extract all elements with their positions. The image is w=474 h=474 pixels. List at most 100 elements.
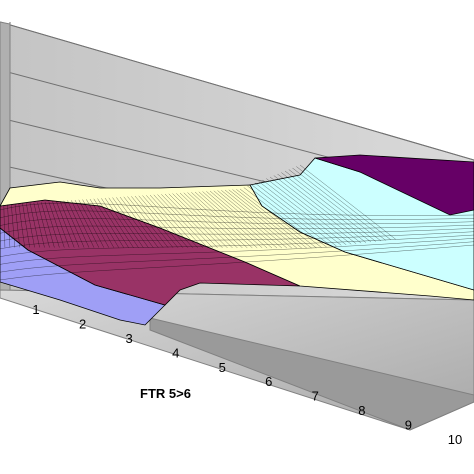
mesh-line	[217, 190, 288, 249]
floor-front-edge	[149, 317, 474, 431]
mesh-line	[101, 198, 134, 248]
mesh-contour	[0, 228, 474, 242]
mesh-line	[228, 189, 302, 249]
mesh-line	[108, 197, 144, 248]
mesh-line	[71, 200, 95, 248]
mesh-line	[172, 193, 228, 249]
mesh-line	[74, 199, 100, 248]
mesh-line	[112, 197, 149, 248]
mesh-line	[37, 202, 50, 248]
mesh-line	[41, 202, 55, 248]
mesh-line	[206, 191, 273, 249]
x-tick-label: 8	[358, 403, 365, 418]
mesh-line	[299, 164, 396, 240]
mesh-contour	[0, 218, 474, 226]
x-tick-label: 3	[125, 331, 132, 346]
x-tick-label: 9	[405, 418, 412, 433]
x-tick-label: 5	[219, 360, 226, 375]
mesh-line	[116, 197, 154, 248]
mesh-line	[254, 182, 337, 247]
mesh-line	[97, 198, 129, 248]
surface-band-5	[314, 154, 474, 216]
mesh-line	[251, 184, 332, 247]
mesh-contour	[0, 224, 474, 234]
x-tick-label: 2	[79, 316, 86, 331]
mesh-line	[288, 169, 382, 242]
mesh-line	[224, 189, 297, 249]
mesh-contour	[0, 202, 474, 216]
x-tick-label: 1	[32, 302, 39, 317]
mesh-line	[127, 196, 169, 248]
mesh-contour	[0, 241, 474, 273]
mesh-line	[153, 194, 203, 248]
x-axis-title: FTR 5>6	[140, 386, 191, 401]
mesh-line	[236, 189, 312, 249]
mesh-line	[14, 203, 21, 248]
mesh-line	[142, 195, 189, 248]
mesh-line	[131, 196, 174, 248]
mesh-line	[86, 199, 114, 248]
x-tick-label: 6	[265, 374, 272, 389]
mesh-line	[29, 202, 40, 248]
mesh-line	[168, 193, 223, 249]
mesh-line	[273, 175, 362, 244]
mesh-line	[56, 201, 75, 248]
mesh-contour	[0, 210, 474, 220]
mesh-line	[296, 166, 391, 240]
mesh-contour	[0, 238, 474, 265]
mesh-contour	[0, 231, 474, 250]
mesh-line	[7, 204, 11, 248]
x-tick-label: 7	[312, 389, 319, 404]
mesh-line	[26, 203, 35, 248]
mesh-line	[243, 187, 322, 248]
mesh-line	[134, 195, 179, 248]
mesh-line	[258, 181, 342, 246]
mesh-line	[247, 185, 327, 248]
mesh-line	[93, 198, 124, 248]
mesh-line	[89, 198, 119, 248]
mesh-line	[138, 195, 184, 248]
mesh-line	[104, 197, 139, 248]
mesh-line	[187, 192, 248, 249]
mesh-line	[149, 194, 198, 248]
mesh-line	[119, 196, 159, 248]
mesh-line	[277, 173, 367, 243]
mesh-line	[179, 192, 238, 249]
mesh-line	[198, 191, 263, 249]
mesh-line	[183, 192, 243, 249]
mesh-line	[44, 201, 60, 248]
surface-mesh	[0, 164, 474, 281]
mesh-line	[191, 192, 253, 249]
mesh-line	[292, 167, 386, 241]
mesh-line	[213, 190, 283, 249]
mesh-line	[82, 199, 109, 248]
mesh-line	[209, 190, 278, 249]
mesh-line	[194, 191, 258, 249]
mesh-line	[11, 204, 16, 248]
mesh-line	[52, 201, 70, 248]
x-tick-label: 4	[172, 345, 179, 360]
mesh-line	[48, 201, 65, 248]
mesh-line	[22, 203, 30, 248]
mesh-line	[161, 194, 213, 248]
mesh-line	[269, 176, 357, 244]
mesh-line	[176, 193, 233, 249]
mesh-line	[221, 190, 292, 249]
mesh-line	[281, 172, 372, 243]
mesh-line	[67, 200, 90, 248]
mesh-line	[164, 193, 218, 248]
x-axis-ticks: 1 2 3 4 5 6 7 8 9 10	[32, 302, 462, 447]
x-tick-label: 10	[448, 432, 462, 447]
mesh-line	[146, 195, 194, 248]
mesh-line	[232, 189, 307, 249]
mesh-line	[202, 191, 268, 249]
mesh-contour	[0, 234, 474, 257]
mesh-line	[63, 200, 85, 248]
mesh-line	[284, 170, 377, 242]
mesh-line	[18, 203, 25, 248]
mesh-line	[262, 179, 347, 245]
mesh-line	[33, 202, 45, 248]
mesh-line	[78, 199, 105, 248]
